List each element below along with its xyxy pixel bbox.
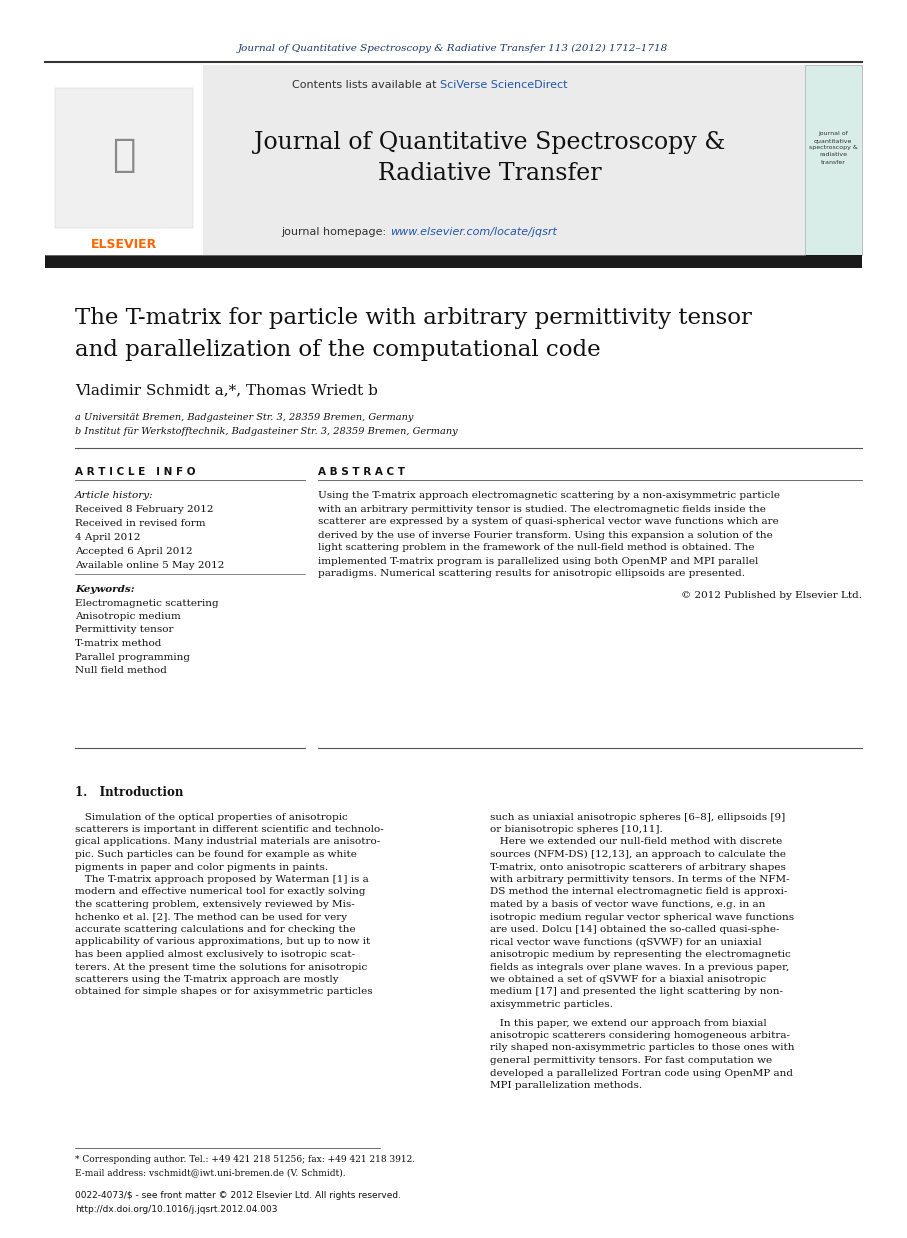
Bar	[45, 66, 805, 255]
Text: journal of
quantitative
spectroscopy &
radiative
transfer: journal of quantitative spectroscopy & r…	[809, 131, 857, 165]
Text: 4 April 2012: 4 April 2012	[75, 532, 141, 541]
Text: sources (NFM-DS) [12,13], an approach to calculate the: sources (NFM-DS) [12,13], an approach to…	[490, 851, 786, 859]
Text: and parallelization of the computational code: and parallelization of the computational…	[75, 339, 600, 361]
Text: © 2012 Published by Elsevier Ltd.: © 2012 Published by Elsevier Ltd.	[681, 591, 862, 599]
Text: a Universität Bremen, Badgasteiner Str. 3, 28359 Bremen, Germany: a Universität Bremen, Badgasteiner Str. …	[75, 413, 414, 422]
Text: light scattering problem in the framework of the null-field method is obtained. : light scattering problem in the framewor…	[318, 543, 755, 552]
Text: A B S T R A C T: A B S T R A C T	[318, 467, 405, 477]
Text: axisymmetric particles.: axisymmetric particles.	[490, 1000, 613, 1009]
Text: with an arbitrary permittivity tensor is studied. The electromagnetic fields ins: with an arbitrary permittivity tensor is…	[318, 505, 766, 514]
Text: we obtained a set of qSVWF for a biaxial anisotropic: we obtained a set of qSVWF for a biaxial…	[490, 976, 766, 984]
Text: or bianisotropic spheres [10,11].: or bianisotropic spheres [10,11].	[490, 825, 663, 834]
Text: http://dx.doi.org/10.1016/j.jqsrt.2012.04.003: http://dx.doi.org/10.1016/j.jqsrt.2012.0…	[75, 1206, 278, 1214]
Text: www.elsevier.com/locate/jqsrt: www.elsevier.com/locate/jqsrt	[390, 227, 557, 236]
Text: 0022-4073/$ - see front matter © 2012 Elsevier Ltd. All rights reserved.: 0022-4073/$ - see front matter © 2012 El…	[75, 1191, 401, 1201]
Text: Using the T-matrix approach electromagnetic scattering by a non-axisymmetric par: Using the T-matrix approach electromagne…	[318, 491, 780, 500]
Text: modern and effective numerical tool for exactly solving: modern and effective numerical tool for …	[75, 888, 366, 896]
Text: derived by the use of inverse Fourier transform. Using this expansion a solution: derived by the use of inverse Fourier tr…	[318, 531, 773, 540]
Bar	[45, 255, 862, 267]
Bar	[55, 88, 193, 228]
Text: scatterer are expressed by a system of quasi-spherical vector wave functions whi: scatterer are expressed by a system of q…	[318, 517, 779, 526]
Text: DS method the internal electromagnetic field is approxi-: DS method the internal electromagnetic f…	[490, 888, 787, 896]
Text: scatterers is important in different scientific and technolo-: scatterers is important in different sci…	[75, 825, 384, 834]
Text: journal homepage:: journal homepage:	[281, 227, 390, 236]
Text: Contents lists available at: Contents lists available at	[292, 80, 440, 90]
Text: The T-matrix approach proposed by Waterman [1] is a: The T-matrix approach proposed by Waterm…	[75, 875, 369, 884]
Text: terers. At the present time the solutions for anisotropic: terers. At the present time the solution…	[75, 962, 367, 972]
Text: T-matrix method: T-matrix method	[75, 639, 161, 647]
Text: 🌳: 🌳	[112, 136, 136, 175]
Text: with arbitrary permittivity tensors. In terms of the NFM-: with arbitrary permittivity tensors. In …	[490, 875, 790, 884]
Text: mated by a basis of vector wave functions, e.g. in an: mated by a basis of vector wave function…	[490, 900, 766, 909]
Text: Accepted 6 April 2012: Accepted 6 April 2012	[75, 546, 192, 556]
Text: b Institut für Werkstofftechnik, Badgasteiner Str. 3, 28359 Bremen, Germany: b Institut für Werkstofftechnik, Badgast…	[75, 427, 458, 437]
Text: anisotropic scatterers considering homogeneous arbitra-: anisotropic scatterers considering homog…	[490, 1031, 790, 1040]
Text: medium [17] and presented the light scattering by non-: medium [17] and presented the light scat…	[490, 988, 783, 997]
Bar	[805, 66, 862, 255]
Text: has been applied almost exclusively to isotropic scat-: has been applied almost exclusively to i…	[75, 950, 356, 959]
Text: E-mail address: vschmidt@iwt.uni-bremen.de (V. Schmidt).: E-mail address: vschmidt@iwt.uni-bremen.…	[75, 1169, 346, 1177]
Text: ELSEVIER: ELSEVIER	[91, 238, 157, 250]
Text: implemented T-matrix program is parallelized using both OpenMP and MPI parallel: implemented T-matrix program is parallel…	[318, 557, 758, 566]
Text: Radiative Transfer: Radiative Transfer	[378, 161, 602, 184]
Bar	[45, 66, 203, 255]
Text: In this paper, we extend our approach from biaxial: In this paper, we extend our approach fr…	[490, 1019, 766, 1028]
Text: paradigms. Numerical scattering results for anisotropic ellipsoids are presented: paradigms. Numerical scattering results …	[318, 569, 745, 578]
Text: SciVerse ScienceDirect: SciVerse ScienceDirect	[440, 80, 568, 90]
Text: are used. Dolcu [14] obtained the so-called quasi-sphe-: are used. Dolcu [14] obtained the so-cal…	[490, 925, 779, 933]
Text: Journal of Quantitative Spectroscopy & Radiative Transfer 113 (2012) 1712–1718: Journal of Quantitative Spectroscopy & R…	[238, 43, 668, 52]
Text: applicability of various approximations, but up to now it: applicability of various approximations,…	[75, 937, 370, 947]
Text: 1.   Introduction: 1. Introduction	[75, 786, 183, 800]
Text: Electromagnetic scattering: Electromagnetic scattering	[75, 598, 219, 608]
Text: A R T I C L E   I N F O: A R T I C L E I N F O	[75, 467, 196, 477]
Text: the scattering problem, extensively reviewed by Mis-: the scattering problem, extensively revi…	[75, 900, 355, 909]
Text: The T-matrix for particle with arbitrary permittivity tensor: The T-matrix for particle with arbitrary…	[75, 307, 752, 329]
Text: Keywords:: Keywords:	[75, 584, 134, 593]
Text: * Corresponding author. Tel.: +49 421 218 51256; fax: +49 421 218 3912.: * Corresponding author. Tel.: +49 421 21…	[75, 1155, 415, 1165]
Text: obtained for simple shapes or for axisymmetric particles: obtained for simple shapes or for axisym…	[75, 988, 373, 997]
Text: Null field method: Null field method	[75, 666, 167, 675]
Text: Permittivity tensor: Permittivity tensor	[75, 625, 173, 635]
Text: hchenko et al. [2]. The method can be used for very: hchenko et al. [2]. The method can be us…	[75, 912, 347, 921]
Text: Received in revised form: Received in revised form	[75, 520, 206, 529]
Text: Anisotropic medium: Anisotropic medium	[75, 612, 180, 621]
Text: Available online 5 May 2012: Available online 5 May 2012	[75, 561, 224, 569]
Text: scatterers using the T-matrix approach are mostly: scatterers using the T-matrix approach a…	[75, 976, 338, 984]
Text: anisotropic medium by representing the electromagnetic: anisotropic medium by representing the e…	[490, 950, 791, 959]
Text: Here we extended our null-field method with discrete: Here we extended our null-field method w…	[490, 837, 782, 847]
Text: Parallel programming: Parallel programming	[75, 652, 190, 661]
Text: Article history:: Article history:	[75, 491, 153, 500]
Text: pic. Such particles can be found for example as white: pic. Such particles can be found for exa…	[75, 851, 356, 859]
Text: Simulation of the optical properties of anisotropic: Simulation of the optical properties of …	[75, 812, 347, 822]
Text: pigments in paper and color pigments in paints.: pigments in paper and color pigments in …	[75, 863, 328, 872]
Text: general permittivity tensors. For fast computation we: general permittivity tensors. For fast c…	[490, 1056, 772, 1065]
Text: rical vector wave functions (qSVWF) for an uniaxial: rical vector wave functions (qSVWF) for …	[490, 937, 762, 947]
Text: such as uniaxial anisotropic spheres [6–8], ellipsoids [9]: such as uniaxial anisotropic spheres [6–…	[490, 812, 785, 822]
Text: Journal of Quantitative Spectroscopy &: Journal of Quantitative Spectroscopy &	[254, 131, 726, 155]
Text: T-matrix, onto anisotropic scatterers of arbitrary shapes: T-matrix, onto anisotropic scatterers of…	[490, 863, 785, 872]
Text: MPI parallelization methods.: MPI parallelization methods.	[490, 1081, 642, 1089]
Text: Received 8 February 2012: Received 8 February 2012	[75, 505, 213, 515]
Text: accurate scattering calculations and for checking the: accurate scattering calculations and for…	[75, 925, 356, 933]
Text: isotropic medium regular vector spherical wave functions: isotropic medium regular vector spherica…	[490, 912, 795, 921]
Text: rily shaped non-axisymmetric particles to those ones with: rily shaped non-axisymmetric particles t…	[490, 1044, 795, 1052]
Text: gical applications. Many industrial materials are anisotro-: gical applications. Many industrial mate…	[75, 837, 380, 847]
Text: developed a parallelized Fortran code using OpenMP and: developed a parallelized Fortran code us…	[490, 1068, 793, 1077]
Text: fields as integrals over plane waves. In a previous paper,: fields as integrals over plane waves. In…	[490, 962, 789, 972]
Text: Vladimir Schmidt a,*, Thomas Wriedt b: Vladimir Schmidt a,*, Thomas Wriedt b	[75, 383, 378, 397]
